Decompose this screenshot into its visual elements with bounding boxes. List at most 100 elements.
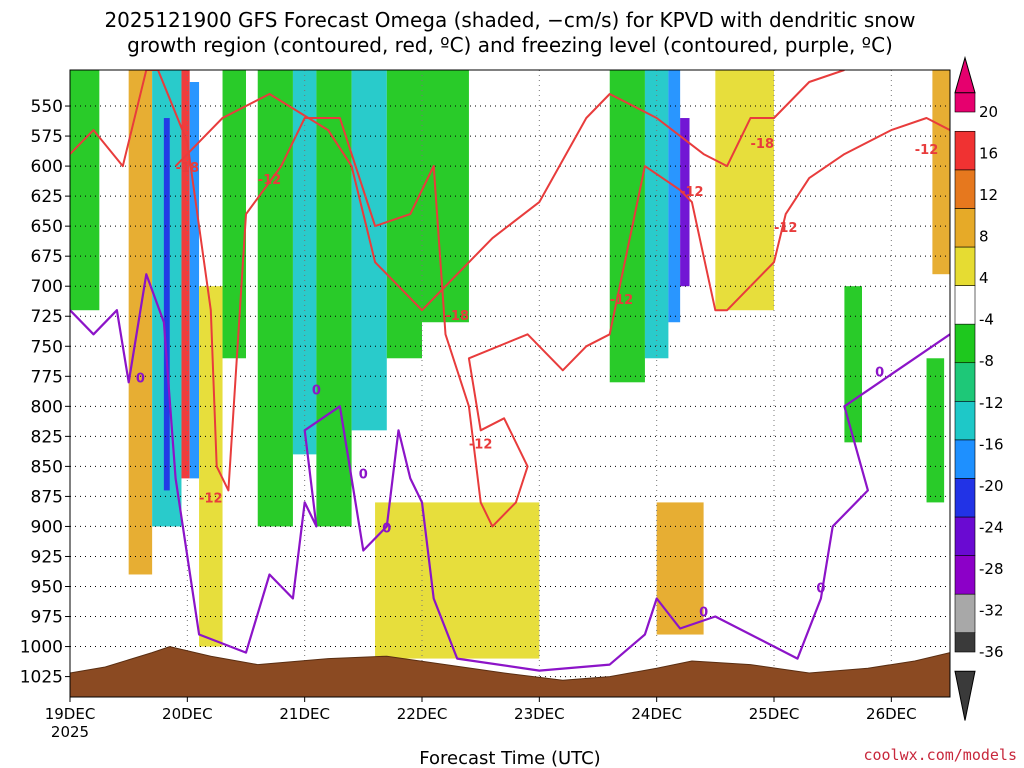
x-axis-year: 2025	[51, 723, 89, 741]
contour-label-1: -12	[258, 173, 282, 188]
colorbar-top-arrow	[954, 55, 976, 94]
omega-band-17	[668, 70, 681, 323]
colorbar-tick-label--32: -32	[979, 601, 1004, 619]
y-tick-label-625: 625	[31, 187, 63, 207]
y-tick-label-900: 900	[31, 517, 63, 537]
colorbar-tick-label-16: 16	[979, 145, 998, 163]
contour-label-14: 0	[699, 606, 708, 621]
contour-label-10: 0	[136, 371, 145, 386]
omega-band-8	[257, 70, 293, 527]
y-tick-label-825: 825	[31, 427, 63, 447]
plot-area	[70, 70, 950, 697]
contour-label-3: -12	[610, 293, 634, 308]
colorbar-tick-label--24: -24	[979, 518, 1004, 536]
contour-label-11: 0	[312, 383, 321, 398]
y-tick-label-975: 975	[31, 608, 63, 628]
x-tick-label-24DEC: 24DEC	[631, 705, 682, 723]
y-tick-label-675: 675	[31, 247, 63, 267]
colorbar-swatch-4	[954, 478, 976, 518]
x-axis-label: Forecast Time (UTC)	[419, 748, 600, 768]
y-axis: 550 575 600 625 650 675 700 725 750 775 800 825 850 8…	[20, 97, 70, 688]
y-tick-label-800: 800	[31, 397, 63, 417]
terrain-layer	[70, 646, 950, 697]
terrain-surface	[70, 646, 950, 697]
colorbar-bottom-arrow	[954, 670, 976, 721]
y-tick-label-1025: 1025	[20, 668, 63, 688]
colorbar-swatch-3	[954, 516, 976, 556]
contour-label-6: -12	[915, 143, 939, 158]
x-axis: 19DEC 20DEC 21DEC 22DEC 23DEC 24DEC 25DEC 26DEC	[45, 697, 917, 723]
y-tick-label-1000: 1000	[20, 638, 63, 658]
colorbar-tick-label--20: -20	[979, 477, 1004, 495]
plot-frame	[69, 69, 951, 698]
colorbar-tick-label--8: -8	[979, 352, 994, 370]
contour-freezing_level_contour_0	[70, 273, 950, 672]
omega-band-20	[715, 70, 774, 311]
colorbar-swatch-0	[954, 632, 976, 653]
y-tick-label-750: 750	[31, 337, 63, 357]
omega-band-23	[932, 70, 950, 275]
x-tick-label-25DEC: 25DEC	[749, 705, 800, 723]
contour-label-5: -12	[774, 221, 798, 236]
contour-label-12: 0	[359, 467, 368, 482]
contour-label-8: -18	[445, 309, 469, 324]
y-tick-label-600: 600	[31, 157, 63, 177]
contour-label-13: 0	[382, 521, 391, 536]
contour-label-15: 0	[816, 582, 825, 597]
omega-band-4	[181, 70, 190, 479]
colorbar-tick-label--36: -36	[979, 643, 1004, 661]
omega-band-7	[222, 70, 246, 359]
y-tick-label-650: 650	[31, 217, 63, 237]
colorbar-swatch-1	[954, 593, 976, 634]
omega-band-1	[128, 70, 153, 575]
contour-label-0: -12	[199, 491, 223, 506]
omega-band-0	[70, 70, 100, 311]
contour-layer	[70, 70, 950, 672]
colorbar-tick-label-12: 12	[979, 186, 998, 204]
x-tick-label-26DEC: 26DEC	[866, 705, 917, 723]
omega-band-22	[926, 358, 945, 503]
omega-band-18	[680, 118, 690, 287]
contour-label-16: 0	[875, 365, 884, 380]
chart-title-line2: growth region (contoured, red, ºC) and f…	[127, 33, 893, 57]
y-tick-label-575: 575	[31, 127, 63, 147]
contour-label-7: -18	[176, 161, 200, 176]
x-tick-label-22DEC: 22DEC	[397, 705, 448, 723]
colorbar-tick-label--28: -28	[979, 560, 1004, 578]
colorbar-swatch-12	[954, 169, 976, 209]
y-tick-label-725: 725	[31, 307, 63, 327]
colorbar-tick-label--16: -16	[979, 435, 1004, 453]
colorbar-swatch-7	[954, 362, 976, 402]
y-tick-label-700: 700	[31, 277, 63, 297]
omega-band-5	[189, 82, 200, 479]
y-tick-label-550: 550	[31, 97, 63, 117]
x-tick-label-23DEC: 23DEC	[514, 705, 565, 723]
colorbar-swatch-13	[954, 130, 976, 171]
colorbar: 20 16 12 8 4 -4 -8 -12 -16 -20 -24 -28 -32 -36	[954, 55, 1004, 721]
chart-title-line1: 2025121900 GFS Forecast Omega (shaded, −…	[104, 8, 915, 32]
contour-label-4: -12	[680, 185, 704, 200]
y-tick-label-925: 925	[31, 547, 63, 567]
colorbar-tick-label-20: 20	[979, 103, 998, 121]
colorbar-swatch-6	[954, 400, 976, 441]
x-tick-label-20DEC: 20DEC	[162, 705, 213, 723]
contour-labels: -12 -12 -12 -12 -12 -12 -12 -18 -18 -18 0 0 0 0 0 0 0	[136, 137, 938, 620]
colorbar-swatch-5	[954, 439, 976, 479]
contour-dendritic_contour_minus18	[174, 70, 845, 312]
y-tick-label-850: 850	[31, 457, 63, 477]
omega-band-11	[351, 70, 387, 431]
x-tick-label-21DEC: 21DEC	[279, 705, 330, 723]
colorbar-tick-label-4: 4	[979, 269, 989, 287]
omega-band-13	[375, 502, 540, 659]
contour-dendritic_contour_minus12	[70, 70, 950, 528]
credit-text: coolwx.com/models	[863, 746, 1017, 764]
colorbar-swatch-11	[954, 208, 976, 248]
contour-label-9: -18	[751, 137, 775, 152]
colorbar-tick-label--12: -12	[979, 394, 1004, 412]
y-tick-label-875: 875	[31, 487, 63, 507]
omega-band-12	[386, 70, 422, 359]
colorbar-swatch-9	[954, 285, 976, 325]
contour-label-2: -12	[469, 437, 493, 452]
